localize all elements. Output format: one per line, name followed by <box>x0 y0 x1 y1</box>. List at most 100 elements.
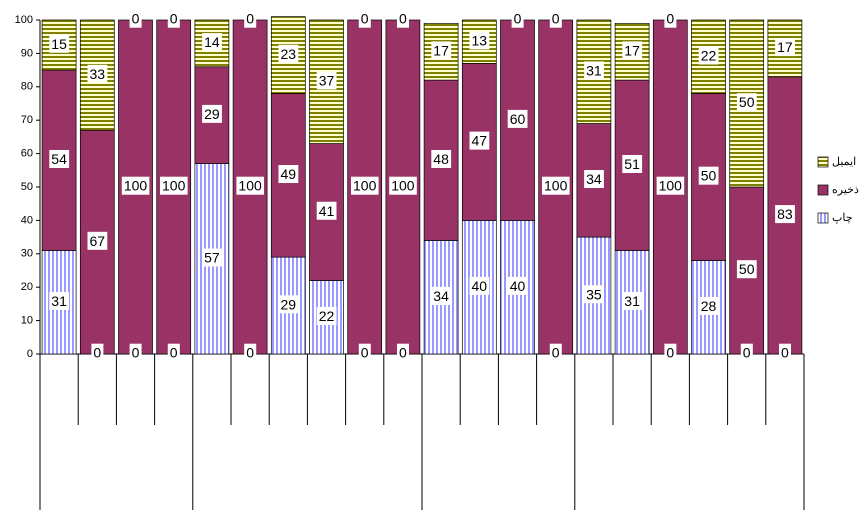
data-label-box <box>278 165 299 184</box>
bar-segment <box>461 63 497 221</box>
data-label: 22 <box>701 47 717 63</box>
data-label: 37 <box>319 72 335 88</box>
data-label: 0 <box>514 11 522 27</box>
data-label: 0 <box>399 11 407 27</box>
data-label-box <box>129 9 142 28</box>
data-label: 0 <box>552 11 560 27</box>
data-label-box <box>584 170 604 189</box>
data-label: 17 <box>777 39 793 55</box>
data-label-box <box>358 343 371 362</box>
data-label: 40 <box>510 278 526 294</box>
data-label-box <box>358 9 371 28</box>
data-label-box <box>202 104 222 123</box>
data-label-box <box>507 109 528 128</box>
data-label: 47 <box>472 133 488 149</box>
y-tick-label: 20 <box>21 281 33 293</box>
data-label-box <box>736 93 757 112</box>
y-tick-label: 0 <box>27 348 33 360</box>
y-tick-label: 90 <box>21 47 33 59</box>
data-label-box <box>469 31 490 50</box>
data-label: 100 <box>162 178 186 194</box>
data-label: 100 <box>238 178 262 194</box>
data-label-box <box>698 46 719 65</box>
legend-swatch <box>817 184 829 196</box>
data-label: 23 <box>281 46 297 62</box>
bar-segment <box>423 240 459 355</box>
y-tick-label: 50 <box>21 181 33 193</box>
data-label: 35 <box>586 286 602 302</box>
data-label-box <box>698 296 719 315</box>
data-label: 50 <box>701 168 717 184</box>
data-label: 0 <box>132 345 140 361</box>
data-label: 31 <box>586 62 602 78</box>
data-label-box <box>121 176 150 195</box>
data-label-box <box>656 176 685 195</box>
data-label: 49 <box>281 166 297 182</box>
data-label: 17 <box>624 42 640 58</box>
y-tick-label: 30 <box>21 248 33 260</box>
data-label: 22 <box>319 308 335 324</box>
data-label-box <box>129 343 142 362</box>
data-label-box <box>202 248 222 267</box>
data-label: 0 <box>781 345 789 361</box>
data-label-box <box>775 38 795 57</box>
data-label: 50 <box>739 94 755 110</box>
data-label-box <box>49 149 70 168</box>
data-label-box <box>87 64 108 83</box>
data-label: 57 <box>204 250 220 266</box>
data-label-box <box>664 343 677 362</box>
data-label-box <box>167 343 180 362</box>
legend-swatch <box>817 156 829 168</box>
data-label-box <box>431 41 452 60</box>
data-label-box <box>584 61 604 80</box>
y-tick-label: 60 <box>21 148 33 160</box>
legend-label: ایمیل <box>832 156 856 168</box>
data-label-box <box>236 176 264 195</box>
data-label: 29 <box>281 296 297 312</box>
data-label: 41 <box>319 203 335 219</box>
data-label: 67 <box>90 233 106 249</box>
data-label-box <box>507 276 528 295</box>
data-label-box <box>244 343 257 362</box>
bar-segment <box>576 123 612 238</box>
y-tick-label: 80 <box>21 81 33 93</box>
bar-segment <box>691 260 726 355</box>
data-label: 0 <box>552 345 560 361</box>
y-tick-label: 100 <box>15 14 33 26</box>
data-label: 14 <box>204 34 220 50</box>
data-label-box <box>511 9 524 28</box>
data-label-box <box>316 201 337 220</box>
data-label: 31 <box>624 293 640 309</box>
data-label: 60 <box>510 111 526 127</box>
data-label: 0 <box>132 11 140 27</box>
data-label: 0 <box>170 11 178 27</box>
data-label-box <box>160 176 188 195</box>
data-label-box <box>469 276 490 295</box>
data-label-box <box>549 9 562 28</box>
legend-swatch <box>817 212 829 224</box>
data-label-box <box>49 34 70 53</box>
data-label-box <box>278 295 299 314</box>
data-label-box <box>316 306 337 325</box>
legend-label: چاپ <box>832 212 853 224</box>
data-label-box <box>167 9 180 28</box>
data-label: 0 <box>170 345 178 361</box>
y-tick-label: 70 <box>21 114 33 126</box>
bar-segment <box>41 19 77 71</box>
data-label-box <box>622 154 643 173</box>
y-tick-label: 10 <box>21 315 33 327</box>
data-label: 54 <box>51 151 67 167</box>
data-label: 31 <box>51 293 67 309</box>
data-label-box <box>775 205 795 224</box>
data-label: 0 <box>361 11 369 27</box>
data-label: 29 <box>204 106 220 122</box>
data-label: 33 <box>90 66 106 82</box>
data-label-box <box>622 41 643 60</box>
data-label-box <box>469 131 490 150</box>
y-tick-label: 40 <box>21 214 33 226</box>
data-label: 83 <box>777 206 793 222</box>
data-label: 50 <box>739 261 755 277</box>
data-label-box <box>740 343 753 362</box>
data-label-box <box>351 176 379 195</box>
